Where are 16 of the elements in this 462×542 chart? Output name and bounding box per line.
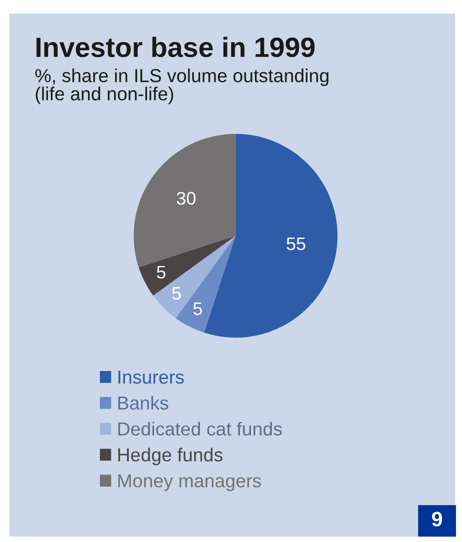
data-label: 5 bbox=[193, 302, 202, 316]
legend-label: Banks bbox=[118, 396, 168, 410]
data-label: 5 bbox=[156, 266, 166, 279]
text: 9 bbox=[432, 512, 442, 526]
pie-slice bbox=[134, 134, 236, 268]
legend-label: Dedicated cat funds bbox=[118, 422, 282, 436]
pie-slice bbox=[204, 134, 338, 338]
legend-label: Insurers bbox=[118, 370, 184, 384]
data-label: 5 bbox=[172, 287, 181, 300]
chart-title: Investor base in 1999 bbox=[36, 36, 315, 58]
chart-subtitle: %, share in ILS volume outstanding (life and non-life) bbox=[35, 68, 328, 104]
pie-slice bbox=[153, 236, 236, 318]
data-label: 55 bbox=[286, 238, 306, 250]
legend-label: Hedge funds bbox=[118, 448, 222, 466]
data-label: 30 bbox=[176, 192, 196, 205]
legend-label: Money managers bbox=[118, 474, 261, 492]
